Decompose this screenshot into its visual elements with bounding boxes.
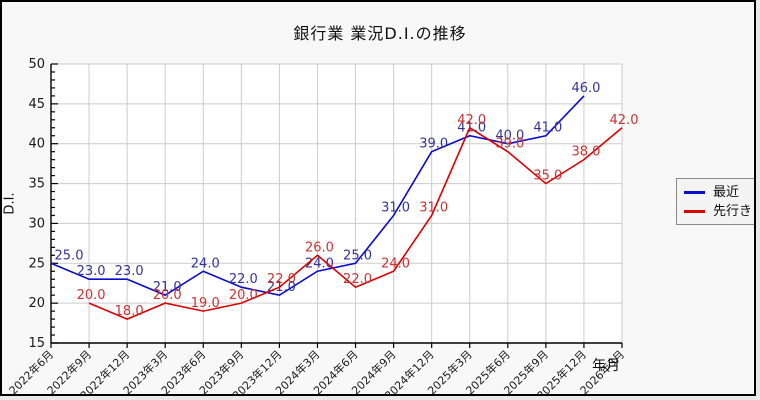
- x-axis-title: 年月: [592, 358, 620, 374]
- svg-text:35.0: 35.0: [533, 169, 562, 184]
- plot-background: [51, 64, 622, 343]
- svg-text:20: 20: [28, 296, 45, 311]
- legend: 最近 先行き: [676, 178, 754, 225]
- svg-text:39.0: 39.0: [495, 137, 524, 152]
- legend-item-outlook: 先行き: [684, 205, 754, 218]
- gridlines: [50, 63, 623, 344]
- svg-text:39.0: 39.0: [419, 137, 448, 152]
- legend-line-sample-outlook: [684, 209, 705, 213]
- svg-text:31.0: 31.0: [419, 200, 448, 215]
- svg-text:46.0: 46.0: [571, 81, 600, 96]
- svg-text:40: 40: [28, 137, 45, 152]
- chart-title: 銀行業 業況D.I.の推移: [293, 24, 467, 43]
- series-line-0: [50, 95, 585, 297]
- svg-text:42.0: 42.0: [457, 113, 486, 128]
- svg-text:20.0: 20.0: [77, 288, 106, 303]
- svg-text:25.0: 25.0: [343, 248, 372, 263]
- series-line-1: [88, 126, 623, 320]
- svg-text:22.0: 22.0: [229, 272, 258, 287]
- svg-text:21.0: 21.0: [267, 280, 296, 295]
- svg-text:30: 30: [28, 216, 45, 231]
- svg-text:24.0: 24.0: [305, 256, 334, 271]
- svg-text:15: 15: [28, 336, 45, 351]
- svg-text:35: 35: [28, 177, 45, 192]
- svg-text:40.0: 40.0: [495, 129, 524, 144]
- svg-text:22.0: 22.0: [343, 272, 372, 287]
- plot-area: 15 20 25 30 35 40 45 50 2022年6月2022年9月2022年12月20…: [6, 57, 639, 394]
- svg-text:25: 25: [28, 256, 45, 271]
- svg-text:24.0: 24.0: [191, 256, 220, 271]
- svg-text:26.0: 26.0: [305, 240, 334, 255]
- svg-text:19.0: 19.0: [191, 296, 220, 311]
- svg-text:20.0: 20.0: [153, 288, 182, 303]
- legend-label-recent: 最近: [713, 184, 740, 200]
- y-tick-labels: 15 20 25 30 35 40 45 50: [28, 57, 45, 351]
- svg-text:42.0: 42.0: [610, 113, 639, 128]
- svg-text:25.0: 25.0: [55, 248, 84, 263]
- axes: [50, 64, 622, 344]
- series-value-labels-1: 20.018.020.019.020.022.026.022.024.031.0…: [77, 113, 639, 319]
- svg-text:20.0: 20.0: [229, 288, 258, 303]
- svg-text:23.0: 23.0: [77, 264, 106, 279]
- svg-text:50: 50: [28, 57, 45, 72]
- svg-text:38.0: 38.0: [571, 145, 600, 160]
- legend-line-sample-recent: [684, 190, 705, 194]
- svg-text:23.0: 23.0: [115, 264, 144, 279]
- svg-text:41.0: 41.0: [533, 121, 562, 136]
- svg-text:18.0: 18.0: [115, 304, 144, 319]
- svg-text:45: 45: [28, 97, 45, 112]
- x-tick-labels: 2022年6月2022年9月2022年12月2023年3月2023年6月2023…: [6, 347, 627, 394]
- svg-text:31.0: 31.0: [381, 200, 410, 215]
- svg-text:22.0: 22.0: [267, 272, 296, 287]
- svg-text:24.0: 24.0: [381, 256, 410, 271]
- legend-label-outlook: 先行き: [713, 203, 753, 219]
- svg-text:21.0: 21.0: [153, 280, 182, 295]
- legend-item-recent: 最近: [684, 186, 754, 199]
